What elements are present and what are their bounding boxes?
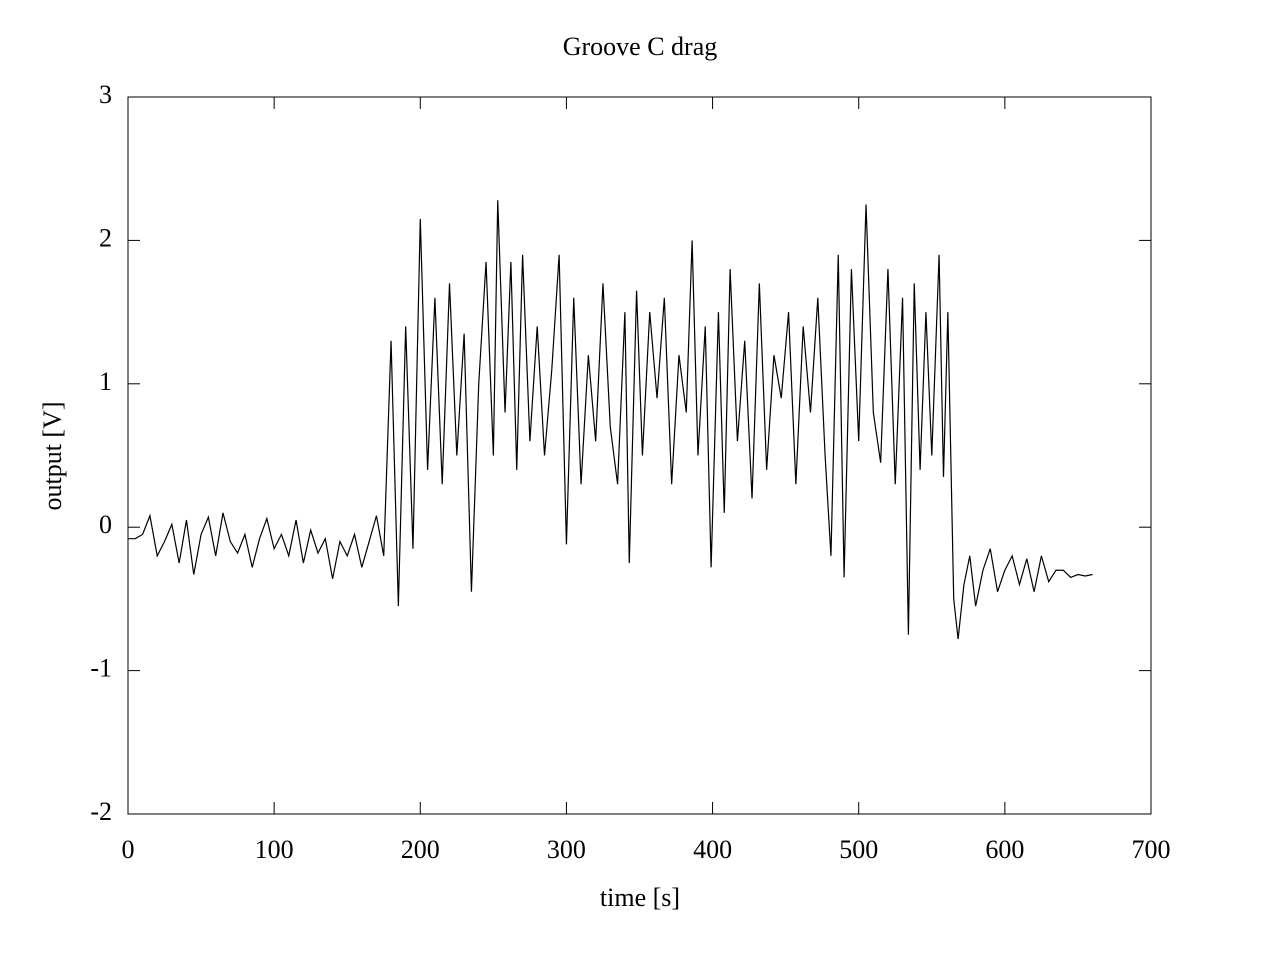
y-tick-label: 1 bbox=[99, 367, 112, 396]
x-tick-label: 600 bbox=[985, 835, 1024, 864]
x-tick-label: 400 bbox=[693, 835, 732, 864]
y-axis-label: output [V] bbox=[38, 401, 67, 510]
x-tick-label: 700 bbox=[1132, 835, 1171, 864]
y-tick-label: -2 bbox=[90, 797, 112, 826]
chart-title: Groove C drag bbox=[563, 32, 718, 61]
y-tick-label: 2 bbox=[99, 223, 112, 252]
x-axis-label: time [s] bbox=[600, 883, 680, 912]
data-line bbox=[128, 200, 1093, 640]
plot-frame bbox=[127, 96, 1152, 815]
x-tick-label: 0 bbox=[122, 835, 135, 864]
y-tick-label: -1 bbox=[90, 654, 112, 683]
x-tick-label: 500 bbox=[839, 835, 878, 864]
y-tick-label: 0 bbox=[99, 510, 112, 539]
x-tick-label: 100 bbox=[255, 835, 294, 864]
x-tick-label: 300 bbox=[547, 835, 586, 864]
y-tick-label: 3 bbox=[99, 80, 112, 109]
x-tick-label: 200 bbox=[401, 835, 440, 864]
